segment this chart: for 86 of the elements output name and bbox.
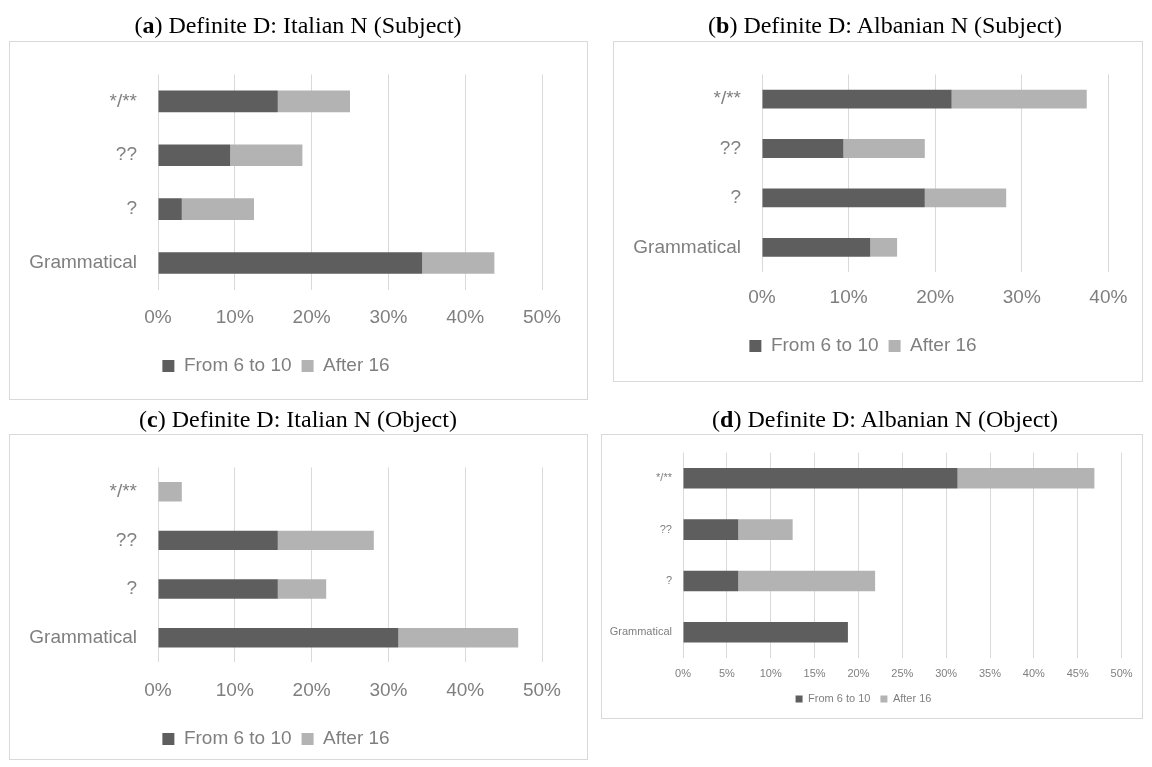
bar (422, 252, 495, 274)
x-tick-label: 50% (522, 306, 562, 328)
x-tick-label: 40% (1022, 667, 1046, 680)
chart-title: (d) Definite D: Albanian N (Object) (712, 405, 1058, 433)
bar (762, 89, 952, 109)
x-tick-label: 20% (847, 667, 870, 680)
bar (181, 198, 254, 220)
bar (762, 237, 871, 257)
chart-title: (b) Definite D: Albanian N (Subject) (708, 11, 1062, 39)
x-tick-label: 0% (748, 286, 776, 308)
x-tick-label: 10% (759, 667, 782, 680)
bar (924, 188, 1007, 208)
bar (683, 519, 739, 540)
y-tick-label: ? (730, 186, 741, 208)
bar (870, 237, 898, 257)
y-tick-label: Grammatical (29, 251, 137, 273)
x-tick-label: 40% (1089, 286, 1128, 308)
legend-label: After 16 (910, 334, 977, 356)
x-tick-label: 45% (1066, 667, 1089, 680)
y-tick-label: ?? (115, 528, 137, 550)
y-tick-label: ? (126, 197, 137, 219)
bar (158, 144, 231, 167)
legend-label: After 16 (323, 354, 390, 376)
bar (158, 90, 278, 113)
x-tick-label: 10% (215, 306, 254, 328)
y-tick-label: ?? (659, 522, 672, 535)
bar (277, 90, 350, 113)
x-tick-label: 50% (1110, 667, 1133, 680)
x-tick-label: 5% (718, 667, 736, 680)
y-tick-label: Grammatical (609, 625, 672, 638)
legend-label: From 6 to 10 (183, 354, 292, 376)
legend-label: After 16 (323, 727, 390, 749)
x-tick-label: 30% (369, 679, 408, 701)
x-tick-label: 30% (1002, 286, 1041, 308)
y-tick-label: Grammatical (633, 235, 741, 257)
x-tick-label: 35% (979, 667, 1002, 680)
y-tick-label: ?? (719, 136, 741, 158)
x-tick-label: 20% (292, 306, 331, 328)
x-tick-label: 50% (522, 679, 562, 701)
chart-title: (c) Definite D: Italian N (Object) (139, 405, 457, 433)
bar (398, 627, 519, 648)
x-tick-label: 0% (144, 679, 172, 701)
x-tick-label: 0% (675, 667, 692, 680)
bar (683, 570, 739, 592)
bar (158, 198, 182, 220)
x-tick-label: 15% (803, 667, 826, 680)
legend-label: From 6 to 10 (770, 334, 879, 356)
x-tick-label: 40% (446, 679, 485, 701)
chart-title: (a) Definite D: Italian N (Subject) (134, 11, 462, 39)
bar (957, 468, 1095, 489)
bar (277, 530, 374, 551)
bar (951, 89, 1087, 109)
bar (762, 139, 844, 158)
y-tick-label: Grammatical (29, 625, 137, 647)
bar (230, 144, 303, 167)
bar (738, 519, 793, 540)
x-tick-label: 30% (935, 667, 958, 680)
bar (277, 579, 327, 599)
x-tick-label: 30% (369, 306, 408, 328)
x-tick-label: 40% (446, 306, 485, 328)
bar (683, 468, 958, 489)
bar (158, 252, 423, 274)
y-tick-label: ? (665, 574, 672, 587)
bar (158, 530, 278, 551)
bar (158, 482, 182, 502)
y-tick-label: */** (109, 89, 138, 111)
x-tick-label: 25% (891, 667, 914, 680)
legend-label: From 6 to 10 (183, 727, 292, 749)
bar (158, 627, 399, 648)
x-tick-label: 10% (829, 286, 868, 308)
y-tick-label: */** (713, 87, 742, 109)
bar (158, 579, 278, 599)
y-tick-label: ? (126, 577, 137, 599)
x-tick-label: 20% (292, 679, 331, 701)
y-tick-label: */** (656, 471, 673, 484)
bar (738, 570, 876, 592)
bar (843, 139, 925, 158)
legend-label: From 6 to 10 (808, 692, 871, 705)
x-tick-label: 0% (144, 306, 172, 328)
bar (683, 622, 848, 643)
bar (762, 188, 925, 208)
x-tick-label: 20% (916, 286, 955, 308)
y-tick-label: ?? (115, 143, 137, 165)
y-tick-label: */** (109, 479, 138, 501)
legend-label: After 16 (892, 692, 932, 705)
x-tick-label: 10% (215, 679, 254, 701)
